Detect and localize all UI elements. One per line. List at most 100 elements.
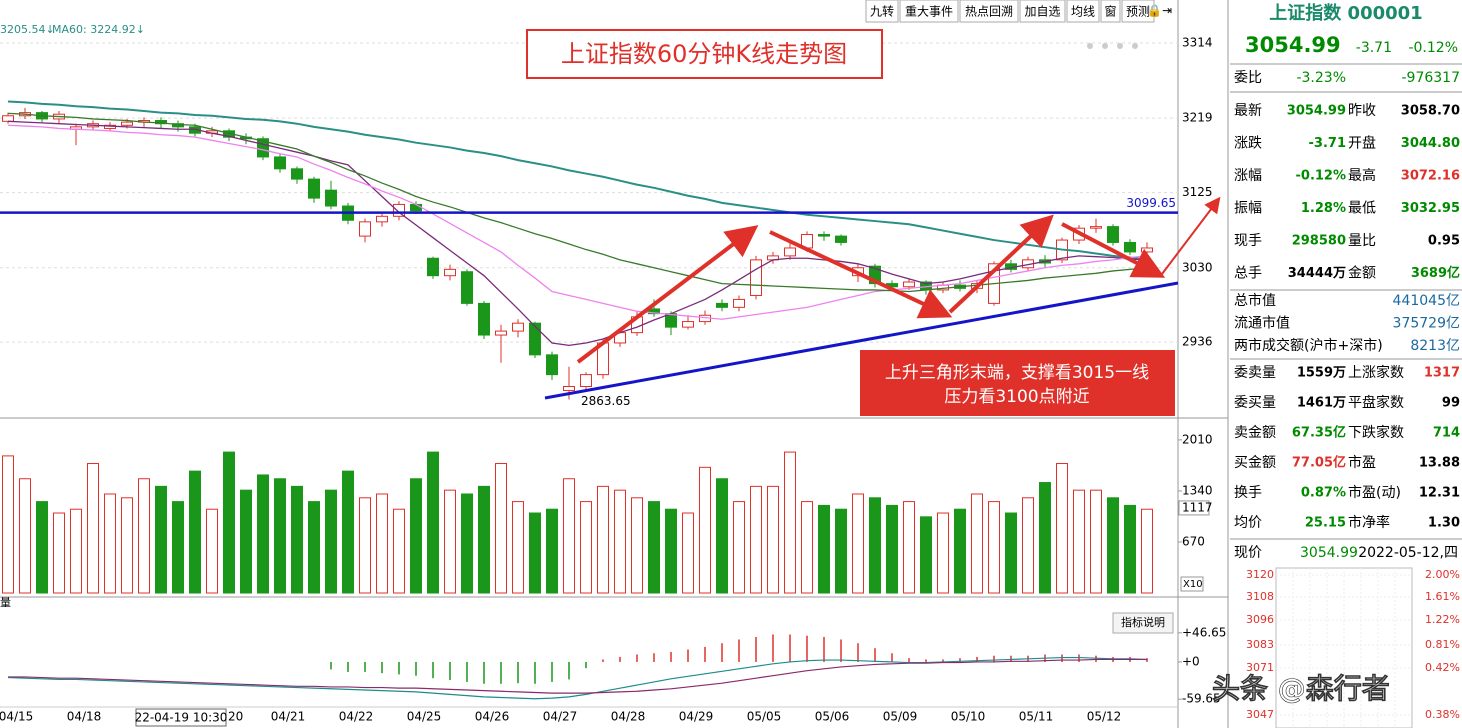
x-tick-label: 05/11 bbox=[1019, 710, 1054, 724]
volume-bar bbox=[1141, 508, 1153, 594]
volume-bar bbox=[223, 451, 235, 594]
quote-value: 67.35亿 bbox=[1292, 425, 1346, 441]
candle-body bbox=[257, 138, 269, 158]
toolbar-label[interactable]: 加自选 bbox=[1024, 5, 1060, 19]
candle-body bbox=[308, 178, 320, 199]
x-tick-label: 04/26 bbox=[475, 710, 510, 724]
quote-label: 两市成交额(沪市+深市) bbox=[1234, 337, 1383, 354]
x-tick-label: 04/15 bbox=[0, 710, 33, 724]
toolbar-button[interactable] bbox=[1100, 0, 1121, 23]
x-tick-label: 04/25 bbox=[407, 710, 442, 724]
y-tick-label: 3125 bbox=[1182, 185, 1213, 199]
quote-value: 25.15 bbox=[1305, 516, 1346, 531]
candle-body bbox=[750, 259, 762, 296]
toolbar-button[interactable] bbox=[899, 0, 959, 23]
quote-label: 最高 bbox=[1348, 167, 1376, 184]
volume-bar bbox=[342, 470, 354, 594]
candle-body bbox=[1141, 247, 1153, 253]
volume-bar bbox=[886, 504, 898, 594]
volume-bar bbox=[954, 508, 966, 594]
quote-value: 3054.99 bbox=[1287, 104, 1346, 119]
quote-label: 卖金额 bbox=[1234, 425, 1276, 441]
volume-bar bbox=[240, 489, 252, 594]
cursor-label: 22-04-19 10:30 bbox=[135, 711, 228, 725]
volume-bar bbox=[376, 493, 388, 594]
volume-bar bbox=[903, 501, 915, 594]
volume-bar bbox=[852, 493, 864, 594]
plot-layer: 2936 3030 3125 3219 3314 3099.65 2863.65 670 134… bbox=[0, 35, 1226, 727]
mini-tick: 3096 bbox=[1246, 613, 1274, 626]
quote-value: 1.30 bbox=[1428, 516, 1460, 531]
toolbar-button[interactable] bbox=[865, 0, 899, 23]
candle-body bbox=[410, 203, 422, 212]
quote-value: 12.31 bbox=[1419, 486, 1460, 501]
volume-bar bbox=[937, 512, 949, 594]
toolbar: 九转 重大事件 热点回溯 加自选 均线窗预测 bbox=[865, 0, 1155, 23]
toolbar-label[interactable]: 热点回溯 bbox=[965, 4, 1013, 19]
volume-bar bbox=[733, 501, 745, 594]
toolbar-label[interactable]: 均线 bbox=[1071, 5, 1095, 19]
toolbar-label[interactable]: 九转 bbox=[870, 4, 894, 19]
volume-bar bbox=[308, 501, 320, 594]
chart-title: 上证指数60分钟K线走势图 bbox=[561, 40, 847, 68]
candle-body bbox=[359, 221, 371, 237]
toolbar-button[interactable] bbox=[1066, 0, 1100, 23]
toolbar-button[interactable] bbox=[1121, 0, 1155, 23]
volume-bar bbox=[427, 451, 439, 594]
volume-bar bbox=[36, 501, 48, 594]
quote-value: 714 bbox=[1433, 426, 1460, 441]
volume-bar bbox=[716, 478, 728, 594]
pin-icon[interactable]: ⇥ bbox=[1162, 4, 1172, 18]
quote-label: 量比 bbox=[1348, 233, 1376, 249]
volume-bar bbox=[614, 489, 626, 594]
candle-body bbox=[716, 302, 728, 308]
volume-bar bbox=[410, 478, 422, 594]
ma-line bbox=[7, 120, 1148, 346]
quote-value: 0.87% bbox=[1301, 486, 1346, 501]
toolbar-label[interactable]: 重大事件 bbox=[905, 5, 953, 19]
volume-unit: X10 bbox=[1183, 579, 1203, 590]
y-tick-label: 3219 bbox=[1182, 111, 1213, 125]
toolbar-label[interactable]: 预测 bbox=[1126, 5, 1150, 19]
ma-legend: MA60: 3224.92↓ bbox=[52, 23, 145, 36]
candle-body bbox=[733, 298, 745, 308]
x-tick-label: 05/06 bbox=[815, 710, 850, 724]
support-line bbox=[544, 281, 1179, 400]
volume-bar bbox=[325, 489, 337, 594]
toolbar-button[interactable] bbox=[959, 0, 1019, 23]
volume-bar bbox=[631, 497, 643, 594]
volume-bar bbox=[784, 451, 796, 594]
dots bbox=[1087, 43, 1138, 49]
candle-body bbox=[529, 322, 541, 356]
volume-bar bbox=[512, 501, 524, 594]
macd-line bbox=[7, 656, 1148, 700]
quote-label: 涨幅 bbox=[1234, 168, 1262, 184]
mini-tick: 3120 bbox=[1246, 568, 1274, 581]
trend-arrow bbox=[769, 230, 953, 319]
quote-label: 振幅 bbox=[1234, 201, 1262, 217]
indicator-button[interactable] bbox=[1112, 612, 1174, 634]
mini-tick: 3083 bbox=[1246, 638, 1274, 651]
cursor-box bbox=[135, 708, 227, 727]
indicator-button-label[interactable]: 指标说明 bbox=[1121, 615, 1165, 629]
volume-bar bbox=[206, 508, 218, 594]
lock-icon[interactable]: 🔒 bbox=[1147, 4, 1162, 18]
candle-body bbox=[444, 268, 456, 277]
volume-bar bbox=[189, 470, 201, 594]
quote-label: 平盘家数 bbox=[1348, 394, 1404, 411]
candle-body bbox=[1090, 226, 1102, 229]
volume-bar bbox=[2, 455, 14, 594]
quote-value: 3072.16 bbox=[1401, 169, 1460, 184]
quote-label: 最新 bbox=[1234, 103, 1262, 119]
volume-bar bbox=[495, 463, 507, 594]
toolbar-label[interactable]: 窗 bbox=[1104, 5, 1116, 19]
quote-title: 上证指数 000001 bbox=[1269, 2, 1422, 24]
candle-body bbox=[121, 121, 133, 126]
volume-bar bbox=[767, 485, 779, 594]
toolbar-button[interactable] bbox=[1019, 0, 1066, 23]
volume-bar bbox=[1107, 497, 1119, 594]
mini-tick: 0.38% bbox=[1425, 708, 1460, 721]
candle-body bbox=[563, 386, 575, 391]
unit-box bbox=[1180, 576, 1204, 592]
y-tick-label: 3314 bbox=[1182, 35, 1213, 49]
